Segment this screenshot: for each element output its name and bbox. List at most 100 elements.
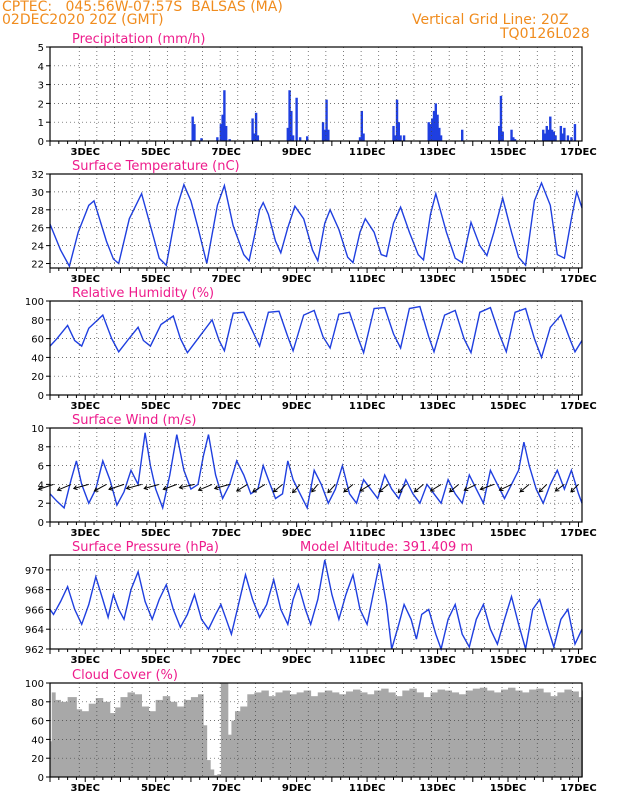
cloud-area-segment xyxy=(536,688,544,777)
precip-bar xyxy=(554,135,557,141)
wind-arrow-head xyxy=(519,487,525,493)
run-datetime: 02DEC2020 20Z (GMT) xyxy=(2,12,164,28)
precip-bar xyxy=(295,97,298,141)
wind-arrow xyxy=(311,484,319,493)
cloud-area-segment xyxy=(217,774,222,777)
cloud-area-segment xyxy=(310,696,319,777)
cloud-area-segment xyxy=(60,701,69,777)
precip-bar xyxy=(191,116,194,141)
temp-frame xyxy=(49,173,583,269)
wind-x-tick-label: 17DEC xyxy=(560,528,596,539)
station-header: CPTEC: 045:56W-07:57S BALSAS (MA) xyxy=(2,0,283,15)
precip-bar xyxy=(498,125,501,141)
cloud-area-segment xyxy=(493,692,502,777)
precip-bar xyxy=(501,131,504,141)
precip-bar xyxy=(253,133,256,141)
precip-title: Precipitation (mm/h) xyxy=(72,32,205,47)
cloud-x-tick-label: 3DEC xyxy=(71,783,100,794)
cloud-area-segment xyxy=(571,691,579,777)
wind-y-tick-label: 6 xyxy=(38,462,44,473)
cloud-area-segment xyxy=(234,711,241,777)
wind-y-tick-label: 0 xyxy=(38,518,44,529)
cloud-title: Cloud Cover (%) xyxy=(72,668,178,683)
wind-arrow-head xyxy=(197,486,203,492)
precip-bar xyxy=(358,137,362,141)
wind-arrow xyxy=(292,484,301,493)
precip-y-tick-label: 3 xyxy=(38,81,44,92)
cloud-area-segment xyxy=(197,694,204,777)
precip-bar xyxy=(436,114,439,141)
precip-bar xyxy=(550,129,554,141)
rh-title: Relative Humidity (%) xyxy=(72,286,214,301)
wind-arrow xyxy=(108,483,125,490)
precip-bar xyxy=(392,125,395,141)
precip-y-tick-label: 2 xyxy=(38,99,44,110)
precip-bar xyxy=(499,95,503,141)
wind-arrow-head xyxy=(538,487,544,493)
cloud-area-segment xyxy=(220,683,225,777)
precip-bar xyxy=(394,135,397,141)
cloud-area-segment xyxy=(416,692,424,777)
precip-x-tick-label: 3DEC xyxy=(71,147,100,158)
wind-line xyxy=(49,432,583,511)
wind-x-tick-label: 9DEC xyxy=(282,528,311,539)
wind-arrow-head xyxy=(570,487,576,493)
precip-bar xyxy=(510,129,513,141)
wind-arrow xyxy=(480,483,495,490)
wind-arrow-head xyxy=(37,485,43,491)
precip-bar xyxy=(439,135,443,141)
precip-bar xyxy=(559,125,563,141)
pres-x-tick-label: 15DEC xyxy=(490,655,526,666)
precip-bar xyxy=(360,110,364,141)
wind-arrow xyxy=(179,483,195,489)
wind-arrow xyxy=(538,484,548,493)
pres-frame xyxy=(49,554,583,650)
cloud-area-segment xyxy=(148,711,157,777)
precip-bar xyxy=(193,124,196,141)
precip-bar xyxy=(543,133,547,141)
temp-y-tick-label: 22 xyxy=(31,260,44,271)
temp-y-tick-label: 30 xyxy=(31,188,44,199)
pres-x-tick-label: 3DEC xyxy=(71,655,100,666)
cloud-area-segment xyxy=(268,696,276,777)
cloud-x-tick-label: 17DEC xyxy=(560,783,596,794)
wind-arrow-head xyxy=(93,487,99,492)
temp-x-tick-label: 11DEC xyxy=(349,274,385,285)
cloud-area-segment xyxy=(254,692,262,777)
pres-note: Model Altitude: 391.409 m xyxy=(300,540,473,555)
cloud-area-segment xyxy=(169,701,178,777)
cloud-area-segment xyxy=(564,689,572,777)
rh-y-tick-label: 20 xyxy=(31,372,44,383)
rh-x-tick-label: 15DEC xyxy=(490,401,526,412)
rh-x-tick-label: 11DEC xyxy=(349,401,385,412)
wind-arrow xyxy=(327,484,336,493)
cloud-area-segment xyxy=(120,697,128,777)
cloud-area-segment xyxy=(388,692,396,777)
cloud-y-tick-label: 0 xyxy=(38,773,44,784)
cloud-area-segment xyxy=(423,697,431,777)
precip-bar xyxy=(547,129,550,141)
wind-x-tick-label: 7DEC xyxy=(211,528,240,539)
temp-x-tick-label: 13DEC xyxy=(419,274,455,285)
wind-arrow xyxy=(430,483,442,492)
precip-bar xyxy=(427,122,430,141)
cloud-area-segment xyxy=(247,694,255,777)
cloud-area-segment xyxy=(55,699,61,777)
precip-x-tick-label: 9DEC xyxy=(282,147,311,158)
wind-arrow xyxy=(144,483,160,490)
precip-bar xyxy=(513,139,517,141)
cloud-area-segment xyxy=(162,696,171,777)
cloud-area-segment xyxy=(50,741,53,777)
wind-arrow xyxy=(57,483,72,491)
cloud-area-segment xyxy=(529,689,537,777)
wind-arrow-head xyxy=(178,484,184,490)
cloud-area-segment xyxy=(451,692,460,777)
wind-arrow xyxy=(273,484,283,493)
precip-bar xyxy=(395,99,399,141)
wind-title: Surface Wind (m/s) xyxy=(72,413,196,428)
pres-x-tick-label: 7DEC xyxy=(211,655,240,666)
cloud-area-segment xyxy=(240,706,248,777)
precip-bar xyxy=(573,124,577,141)
wind-arrow-head xyxy=(162,485,168,491)
cloud-area-segment xyxy=(190,697,199,777)
